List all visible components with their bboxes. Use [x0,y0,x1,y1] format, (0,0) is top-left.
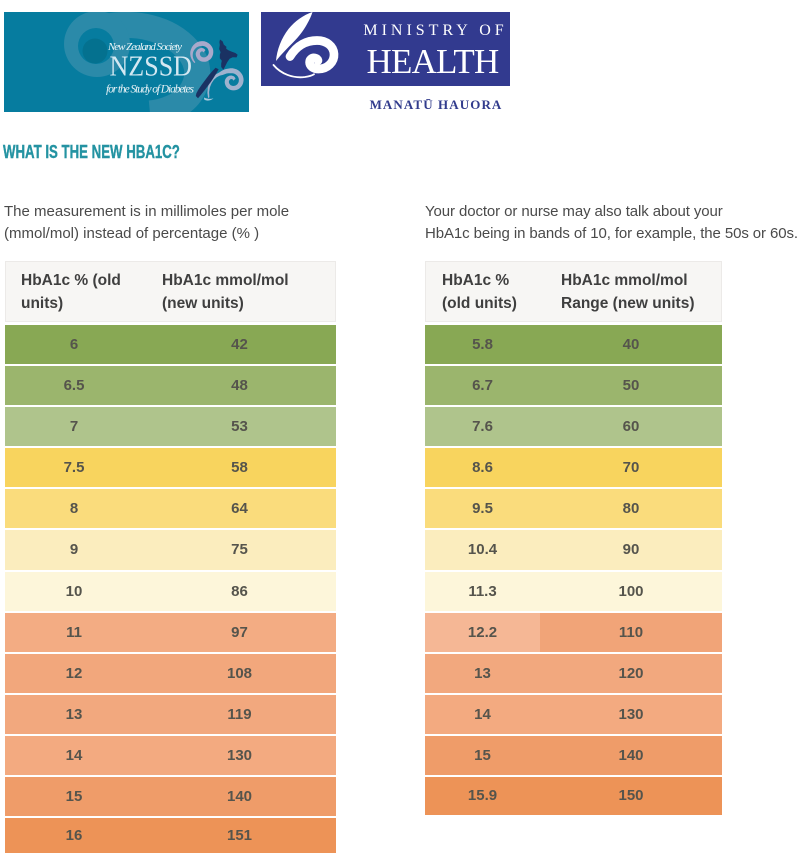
svg-text:NZSSD: NZSSD [110,52,193,83]
svg-text:for the Study of Diabetes: for the Study of Diabetes [106,84,195,96]
svg-text:New Zealand Society: New Zealand Society [107,41,182,53]
